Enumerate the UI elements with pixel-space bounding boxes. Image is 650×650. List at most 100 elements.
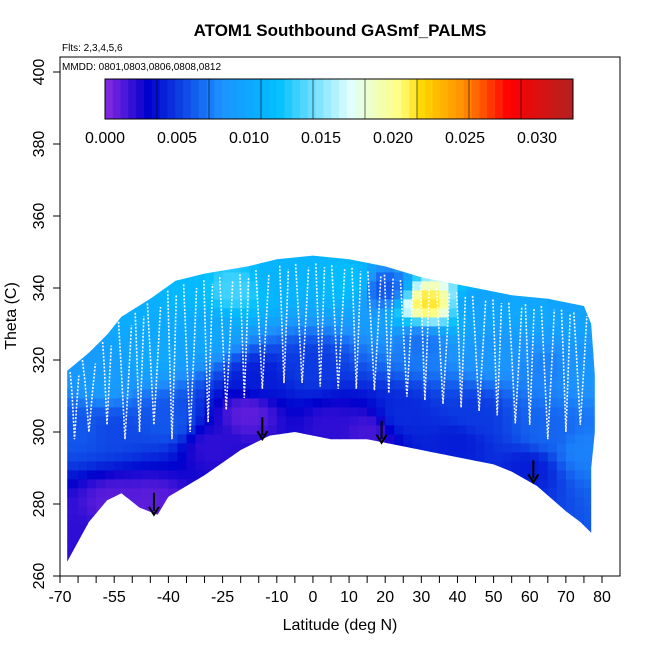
- heatmap-cell: [340, 255, 350, 264]
- heatmap-cell: [96, 325, 106, 336]
- heatmap-cell: [466, 280, 477, 291]
- heatmap-cell: [538, 424, 549, 435]
- heatmap-cell: [67, 334, 70, 345]
- flight-track: [81, 359, 97, 433]
- colorbar-segment: [206, 79, 215, 119]
- heatmap-cell: [114, 496, 124, 507]
- heatmap-cell: [358, 316, 368, 327]
- heatmap-cell: [69, 496, 79, 507]
- heatmap-cell: [322, 245, 332, 255]
- heatmap-cell: [538, 550, 549, 561]
- heatmap-cell: [132, 289, 142, 300]
- colorbar-segment: [510, 79, 519, 119]
- colorbar-segment: [144, 79, 153, 119]
- heatmap-cell: [565, 415, 576, 426]
- heatmap-cell: [367, 496, 377, 507]
- heatmap-cell: [349, 280, 359, 291]
- heatmap-cell: [67, 514, 70, 525]
- heatmap-cell: [150, 433, 160, 444]
- heatmap-cell: [385, 316, 395, 327]
- heatmap-cell: [358, 406, 368, 417]
- flight-track: [492, 299, 503, 416]
- colorbar-tick-label: 0.010: [229, 130, 269, 147]
- heatmap-cell: [529, 469, 540, 480]
- heatmap-cell: [67, 460, 70, 471]
- heatmap-cell: [511, 271, 522, 282]
- heatmap-cell: [258, 325, 269, 336]
- heatmap-cell: [322, 325, 332, 336]
- heatmap-cell: [367, 460, 377, 471]
- heatmap-cell: [583, 370, 594, 381]
- heatmap-cell: [466, 289, 477, 300]
- heatmap-cell: [195, 550, 206, 561]
- heatmap-cell: [358, 460, 368, 471]
- heatmap-cell: [114, 289, 124, 300]
- heatmap-cell: [204, 442, 215, 453]
- heatmap-cell: [123, 523, 133, 534]
- heatmap-cell: [556, 255, 567, 264]
- heatmap-cell: [403, 559, 413, 562]
- heatmap-cell: [67, 442, 70, 453]
- heatmap-cell: [502, 451, 513, 462]
- heatmap-cell: [385, 460, 395, 471]
- heatmap-cell: [574, 307, 585, 318]
- heatmap-cell: [466, 541, 477, 552]
- heatmap-cell: [529, 532, 540, 543]
- heatmap-cell: [96, 334, 106, 345]
- heatmap-cell: [565, 559, 576, 562]
- heatmap-cell: [484, 388, 495, 399]
- heatmap-cell: [475, 469, 486, 480]
- heatmap-cell: [466, 316, 477, 327]
- heatmap-cell: [249, 334, 260, 345]
- heatmap-cell: [267, 280, 278, 291]
- heatmap-cell: [267, 271, 278, 282]
- heatmap-cell: [231, 505, 242, 516]
- heatmap-cell: [105, 255, 115, 264]
- heatmap-cell: [466, 352, 477, 363]
- heatmap-cell: [96, 361, 106, 372]
- heatmap-cell: [520, 487, 531, 498]
- heatmap-cell: [565, 262, 576, 273]
- heatmap-cell: [96, 352, 106, 363]
- heatmap-cell: [349, 379, 359, 390]
- y-tick-label: 280: [31, 491, 48, 518]
- heatmap-cell: [195, 451, 206, 462]
- heatmap-cell: [177, 424, 187, 435]
- heatmap-cell: [394, 271, 404, 282]
- heatmap-cell: [67, 298, 70, 309]
- heatmap-cell: [213, 289, 224, 300]
- heatmap-cell: [267, 262, 278, 273]
- heatmap-cell: [493, 280, 504, 291]
- heatmap-cell: [78, 451, 88, 462]
- heatmap-cell: [213, 433, 224, 444]
- heatmap-cell: [312, 406, 323, 417]
- heatmap-cell: [547, 289, 558, 300]
- heatmap-cell: [159, 433, 169, 444]
- heatmap-cell: [222, 397, 233, 408]
- heatmap-cell: [105, 262, 115, 273]
- heatmap-cell: [168, 505, 178, 516]
- heatmap-cell: [448, 352, 458, 363]
- heatmap-cell: [285, 334, 296, 345]
- heatmap-cell: [67, 496, 70, 507]
- heatmap-cell: [547, 361, 558, 372]
- heatmap-cell: [593, 379, 595, 390]
- heatmap-cell: [547, 469, 558, 480]
- heatmap-cell: [358, 442, 368, 453]
- heatmap-cell: [114, 370, 124, 381]
- heatmap-cell: [78, 532, 88, 543]
- heatmap-cell: [294, 298, 305, 309]
- colorbar-segment: [175, 79, 184, 119]
- heatmap-cell: [322, 379, 332, 390]
- heatmap-cell: [493, 255, 504, 264]
- heatmap-cell: [186, 334, 197, 345]
- heatmap-cell: [150, 245, 160, 255]
- heatmap-cell: [276, 316, 287, 327]
- heatmap-cell: [150, 541, 160, 552]
- heatmap-cell: [67, 559, 70, 562]
- heatmap-cell: [231, 487, 242, 498]
- heatmap-cell: [267, 334, 278, 345]
- heatmap-cell: [312, 541, 323, 552]
- heatmap-cell: [105, 271, 115, 282]
- heatmap-cell: [376, 469, 386, 480]
